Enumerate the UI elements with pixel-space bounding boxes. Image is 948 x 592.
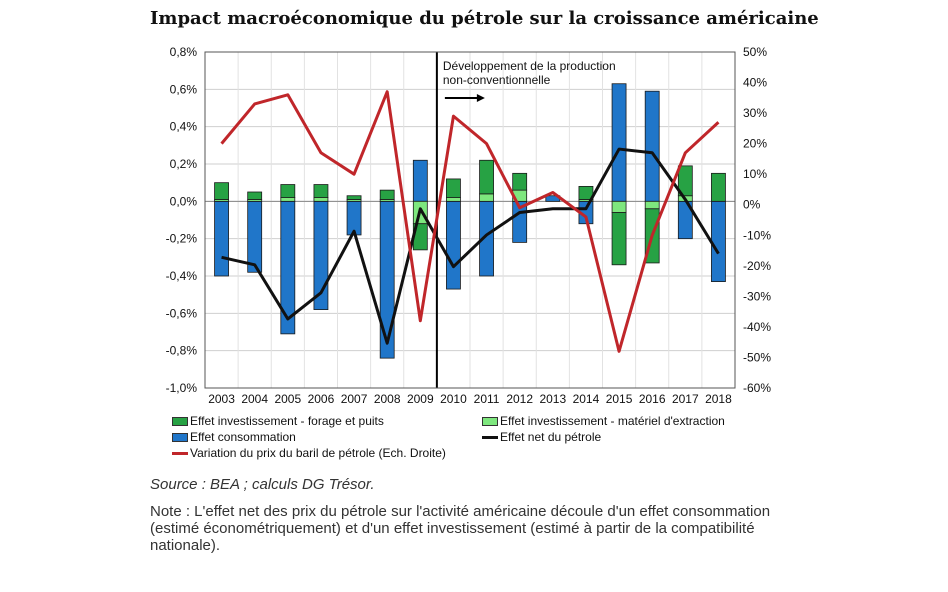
bar-forage — [313, 184, 329, 199]
x-tick-label: 2017 — [672, 392, 699, 406]
y-right-tick-label: 0% — [743, 198, 761, 212]
plot-border — [204, 51, 736, 389]
legend-item-net: Effet net du pétrole — [482, 430, 601, 444]
bar-consommation — [446, 200, 461, 290]
bar-consommation — [379, 200, 395, 359]
bar-forage — [512, 172, 528, 191]
bar-forage — [711, 172, 726, 202]
x-tick-label: 2009 — [407, 392, 434, 406]
bar-consommation — [412, 159, 428, 202]
bar-forage — [379, 189, 395, 200]
bar-forage — [578, 185, 594, 200]
y-right-tick-label: -50% — [743, 350, 771, 364]
x-tick-label: 2014 — [573, 392, 600, 406]
bar-materiel — [280, 197, 296, 202]
x-tick-label: 2012 — [506, 392, 533, 406]
line-prix-baril — [220, 90, 720, 353]
legend: Effet investissement - forage et puits E… — [172, 414, 772, 464]
bar-forage — [214, 182, 229, 200]
bar-materiel — [479, 193, 494, 202]
axes: -1,0% -0,8% -0,6% -0,4% -0,2% 0,0% 0,2% 0,4% 0,6… — [166, 45, 772, 406]
bar-forage — [247, 191, 263, 200]
y-right-tick-label: -30% — [743, 289, 771, 303]
lines — [220, 90, 720, 353]
legend-swatch-materiel — [482, 416, 498, 426]
bar-forage — [677, 165, 693, 197]
x-tick-label: 2005 — [274, 392, 301, 406]
bar-forage — [446, 178, 461, 199]
bar-materiel — [313, 197, 329, 202]
annotation-arrow-head — [476, 94, 485, 102]
source-text: Source : BEA ; calculs DG Trésor. — [150, 476, 375, 493]
legend-label-forage: Effet investissement - forage et puits — [190, 414, 384, 428]
y-left-tick-label: -0,8% — [166, 344, 198, 358]
y-left-tick-label: -0,4% — [166, 269, 198, 283]
bar-materiel — [644, 200, 660, 210]
x-tick-label: 2016 — [639, 392, 666, 406]
x-tick-label: 2006 — [308, 392, 335, 406]
y-left-tick-label: -1,0% — [166, 381, 198, 395]
bar-forage — [479, 159, 494, 195]
y-left-tick-label: 0,4% — [170, 120, 198, 134]
legend-item-forage: Effet investissement - forage et puits — [172, 414, 384, 428]
legend-swatch-prix — [172, 451, 188, 455]
y-right-tick-label: -20% — [743, 259, 771, 273]
y-right-tick-label: -60% — [743, 381, 771, 395]
bar-materiel — [611, 200, 627, 213]
note-text: Note : L'effet net des prix du pétrole s… — [150, 503, 771, 554]
legend-label-net: Effet net du pétrole — [500, 430, 602, 444]
y-left-tick-label: 0,6% — [170, 82, 198, 96]
legend-swatch-forage — [172, 416, 188, 426]
bar-forage — [611, 212, 627, 266]
y-left-tick-label: -0,6% — [166, 306, 198, 320]
x-tick-label: 2011 — [474, 392, 500, 406]
x-tick-label: 2008 — [374, 392, 401, 406]
bar-forage — [280, 184, 296, 199]
line-effet-net — [221, 147, 720, 345]
legend-label-materiel: Effet investissement - matériel d'extrac… — [500, 414, 725, 428]
annotation-text-line2: non-conventionnelle — [443, 73, 551, 87]
annotation-text-line1: Développement de la production — [443, 59, 616, 73]
legend-item-prix: Variation du prix du baril de pétrole (E… — [172, 446, 446, 460]
y-left-tick-label: 0,2% — [170, 157, 198, 171]
bar-consommation — [214, 200, 229, 277]
y-right-tick-label: 40% — [743, 76, 767, 90]
legend-swatch-net — [482, 435, 498, 439]
y-left-tick-label: 0,8% — [170, 45, 198, 59]
x-tick-label: 2018 — [705, 392, 732, 406]
y-right-tick-label: 50% — [743, 45, 767, 59]
y-right-tick-label: -10% — [743, 228, 771, 242]
bar-materiel — [446, 197, 461, 202]
x-tick-label: 2013 — [539, 392, 566, 406]
chart-area: -1,0% -0,8% -0,6% -0,4% -0,2% 0,0% 0,2% 0,4% 0,6… — [166, 45, 772, 406]
x-tick-label: 2015 — [606, 392, 633, 406]
bar-consommation — [711, 200, 726, 282]
y-right-tick-label: -40% — [743, 320, 771, 334]
legend-label-prix: Variation du prix du baril de pétrole (E… — [190, 446, 446, 460]
x-tick-label: 2004 — [241, 392, 268, 406]
y-left-tick-label: -0,2% — [166, 232, 198, 246]
legend-item-materiel: Effet investissement - matériel d'extrac… — [482, 414, 725, 428]
chart-title: Impact macroéconomique du pétrole sur la… — [150, 8, 819, 29]
bar-consommation — [644, 90, 660, 202]
legend-label-consommation: Effet consommation — [190, 430, 296, 444]
legend-item-consommation: Effet consommation — [172, 430, 296, 444]
x-tick-label: 2007 — [341, 392, 368, 406]
y-right-tick-label: 30% — [743, 106, 767, 120]
legend-swatch-consommation — [172, 432, 188, 442]
bar-forage — [346, 195, 362, 200]
y-right-tick-label: 10% — [743, 167, 767, 181]
y-left-tick-label: 0,0% — [170, 194, 198, 208]
annotation: Développement de la productionnon-conven… — [443, 59, 616, 102]
bar-consommation — [611, 83, 627, 202]
bars — [214, 83, 726, 359]
x-tick-label: 2003 — [208, 392, 235, 406]
bar-consommation — [247, 200, 263, 273]
y-right-tick-label: 20% — [743, 137, 767, 151]
x-tick-label: 2010 — [440, 392, 467, 406]
